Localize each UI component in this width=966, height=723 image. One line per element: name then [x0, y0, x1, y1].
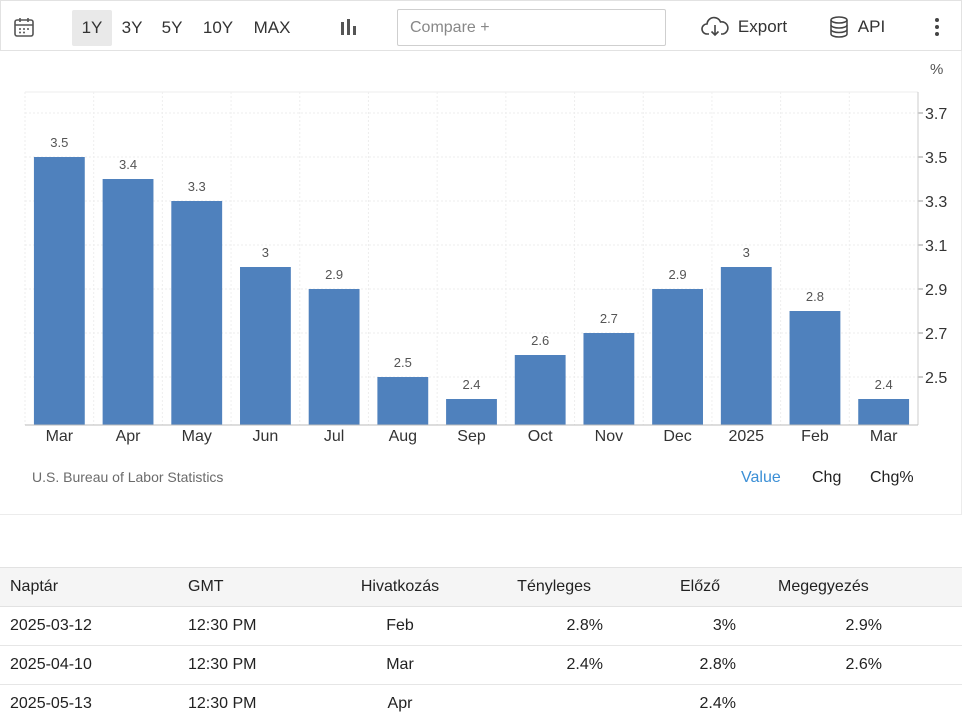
- database-icon: [830, 15, 848, 38]
- bar[interactable]: [33, 157, 85, 425]
- y-tick-label: 2.5: [925, 370, 947, 387]
- header-consensus: Megegyezés: [738, 567, 962, 607]
- header-actual: Tényleges: [470, 567, 605, 607]
- chart-toolbar: 1Y 3Y 5Y 10Y MAX Export API: [0, 0, 962, 51]
- x-tick-label: Dec: [663, 428, 691, 445]
- cell-time: 12:30 PM: [180, 684, 330, 723]
- range-10y-button[interactable]: 10Y: [202, 18, 234, 37]
- chart-panel: [0, 51, 962, 515]
- x-tick-label: Jun: [253, 428, 279, 445]
- x-tick-label: 2025: [728, 428, 764, 445]
- bar[interactable]: [240, 267, 291, 425]
- range-max-button[interactable]: MAX: [253, 18, 291, 37]
- bar-value-label: 3: [743, 245, 750, 260]
- calendar-table: Naptár GMT Hivatkozás Tényleges Előző Me…: [0, 567, 962, 723]
- x-tick-label: Sep: [457, 428, 486, 445]
- chart-type-icon[interactable]: [335, 1, 361, 52]
- data-source-label: U.S. Bureau of Labor Statistics: [32, 469, 224, 485]
- table-row: 2025-05-13 12:30 PM Apr 2.4%: [0, 684, 962, 723]
- bar-chart: 3.7 3.5 3.3 3.1 2.9 2.7 2.5 3.5 Mar 3.4 Apr 3.3 May 3…: [24, 91, 947, 445]
- y-tick-label: 3.5: [925, 150, 947, 167]
- range-5y-button[interactable]: 5Y: [161, 18, 183, 37]
- cloud-download-icon: [701, 16, 729, 36]
- bar-value-label: 2.4: [462, 377, 480, 392]
- x-tick-label: Mar: [46, 428, 74, 445]
- header-calendar: Naptár: [0, 567, 180, 607]
- bar[interactable]: [720, 267, 772, 425]
- y-tick-label: 3.7: [925, 106, 947, 123]
- bar[interactable]: [514, 355, 566, 425]
- bar[interactable]: [102, 179, 154, 425]
- bar[interactable]: [583, 333, 635, 425]
- cell-date: 2025-04-10: [0, 645, 180, 685]
- x-tick-label: May: [182, 428, 212, 445]
- bar-value-label: 3.3: [188, 179, 206, 194]
- bar-value-label: 2.8: [806, 289, 824, 304]
- range-3y-button[interactable]: 3Y: [121, 18, 143, 37]
- bar[interactable]: [858, 399, 910, 425]
- cell-date: 2025-05-13: [0, 684, 180, 723]
- view-chg-button[interactable]: Chg: [812, 469, 842, 486]
- bar-value-label: 3: [262, 245, 269, 260]
- compare-input[interactable]: [397, 9, 666, 46]
- cell-consensus: 2.9%: [738, 606, 962, 646]
- cell-reference: Mar: [330, 645, 470, 685]
- x-tick-label: Apr: [116, 428, 142, 445]
- cell-actual: [470, 684, 605, 723]
- view-chg-percent-button[interactable]: Chg%: [870, 469, 914, 486]
- cell-actual: 2.4%: [470, 645, 605, 685]
- x-tick-label: Oct: [528, 428, 553, 445]
- view-value-button[interactable]: Value: [741, 469, 781, 486]
- bar-value-label: 2.7: [600, 311, 618, 326]
- x-tick-label: Jul: [324, 428, 344, 445]
- bar-value-label: 2.6: [531, 333, 549, 348]
- bar-value-label: 3.5: [50, 135, 68, 150]
- bar-value-label: 2.9: [325, 267, 343, 282]
- api-button[interactable]: API: [826, 1, 888, 52]
- cell-reference: Apr: [330, 684, 470, 723]
- bar[interactable]: [446, 399, 497, 425]
- bar[interactable]: [171, 201, 223, 425]
- cell-time: 12:30 PM: [180, 606, 330, 646]
- x-tick-label: Aug: [389, 428, 417, 445]
- cell-consensus: 2.6%: [738, 645, 962, 685]
- header-reference: Hivatkozás: [330, 567, 470, 607]
- table-row: 2025-04-10 12:30 PM Mar 2.4% 2.8% 2.6%: [0, 645, 962, 685]
- calendar-icon[interactable]: [9, 1, 39, 52]
- y-tick-label: 3.1: [925, 238, 947, 255]
- x-tick-label: Mar: [870, 428, 898, 445]
- cell-actual: 2.8%: [470, 606, 605, 646]
- bar[interactable]: [377, 377, 429, 425]
- export-button[interactable]: Export: [698, 1, 790, 52]
- table-header-row: Naptár GMT Hivatkozás Tényleges Előző Me…: [0, 567, 962, 607]
- more-options-icon[interactable]: [925, 1, 949, 52]
- range-1y-button[interactable]: 1Y: [72, 10, 112, 46]
- bar-value-label: 3.4: [119, 157, 137, 172]
- bar-value-label: 2.9: [669, 267, 687, 282]
- x-tick-label: Feb: [801, 428, 829, 445]
- y-tick-label: 2.7: [925, 326, 947, 343]
- cell-previous: 3%: [605, 606, 738, 646]
- cell-date: 2025-03-12: [0, 606, 180, 646]
- bar-value-label: 2.4: [875, 377, 893, 392]
- chart-unit-label: %: [930, 61, 944, 78]
- y-tick-label: 2.9: [925, 282, 947, 299]
- cell-previous: 2.4%: [605, 684, 738, 723]
- cell-time: 12:30 PM: [180, 645, 330, 685]
- x-tick-label: Nov: [595, 428, 623, 445]
- header-previous: Előző: [605, 567, 738, 607]
- api-label: API: [857, 16, 886, 36]
- bar[interactable]: [308, 289, 360, 425]
- y-tick-label: 3.3: [925, 194, 947, 211]
- cell-previous: 2.8%: [605, 645, 738, 685]
- table-row: 2025-03-12 12:30 PM Feb 2.8% 3% 2.9%: [0, 606, 962, 646]
- header-gmt: GMT: [180, 567, 330, 607]
- bar[interactable]: [652, 289, 703, 425]
- cell-reference: Feb: [330, 606, 470, 646]
- export-label: Export: [737, 16, 788, 36]
- bar[interactable]: [789, 311, 841, 425]
- cell-consensus: [738, 684, 962, 723]
- bar-value-label: 2.5: [394, 355, 412, 370]
